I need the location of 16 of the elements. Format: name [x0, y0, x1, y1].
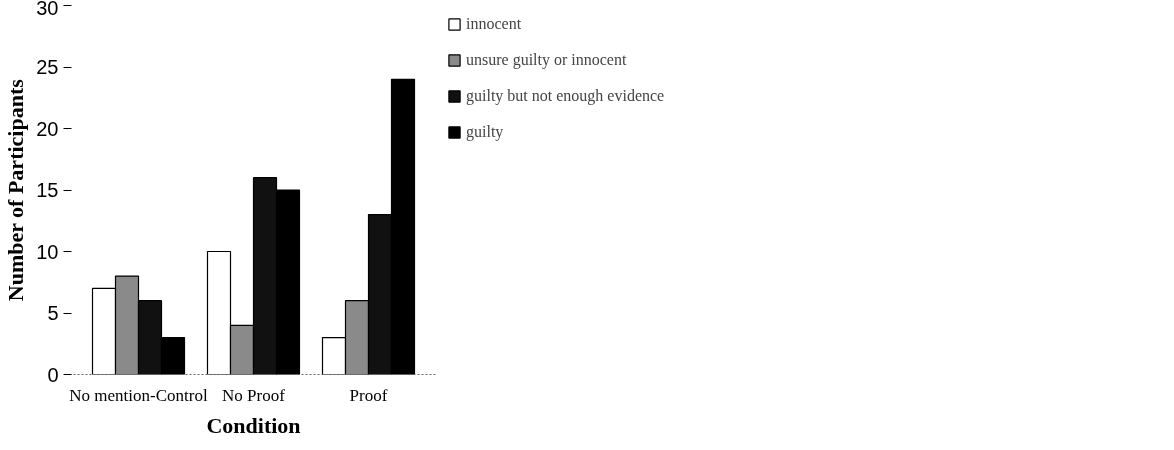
y-tick-label: 10 [36, 240, 59, 263]
legend-label: guilty but not enough evidence [466, 87, 665, 105]
x-tick-label: No mention-Control [69, 385, 208, 405]
x-tick-label: No Proof [222, 385, 286, 405]
legend-label: guilty [466, 123, 504, 141]
y-tick-label: 15 [36, 179, 59, 201]
y-tick-label: 5 [47, 302, 59, 324]
legend-label: unsure guilty or innocent [466, 51, 627, 69]
y-tick-label: 20 [36, 117, 59, 140]
y-axis-title: Number of Participants [3, 78, 29, 302]
y-tick-label: 0 [47, 363, 59, 386]
x-axis-title: Condition [206, 412, 301, 438]
y-tick-label: 25 [36, 56, 59, 78]
y-tick-label: 30 [36, 0, 59, 19]
x-tick-label: Proof [349, 385, 388, 405]
legend-label: innocent [466, 15, 522, 33]
